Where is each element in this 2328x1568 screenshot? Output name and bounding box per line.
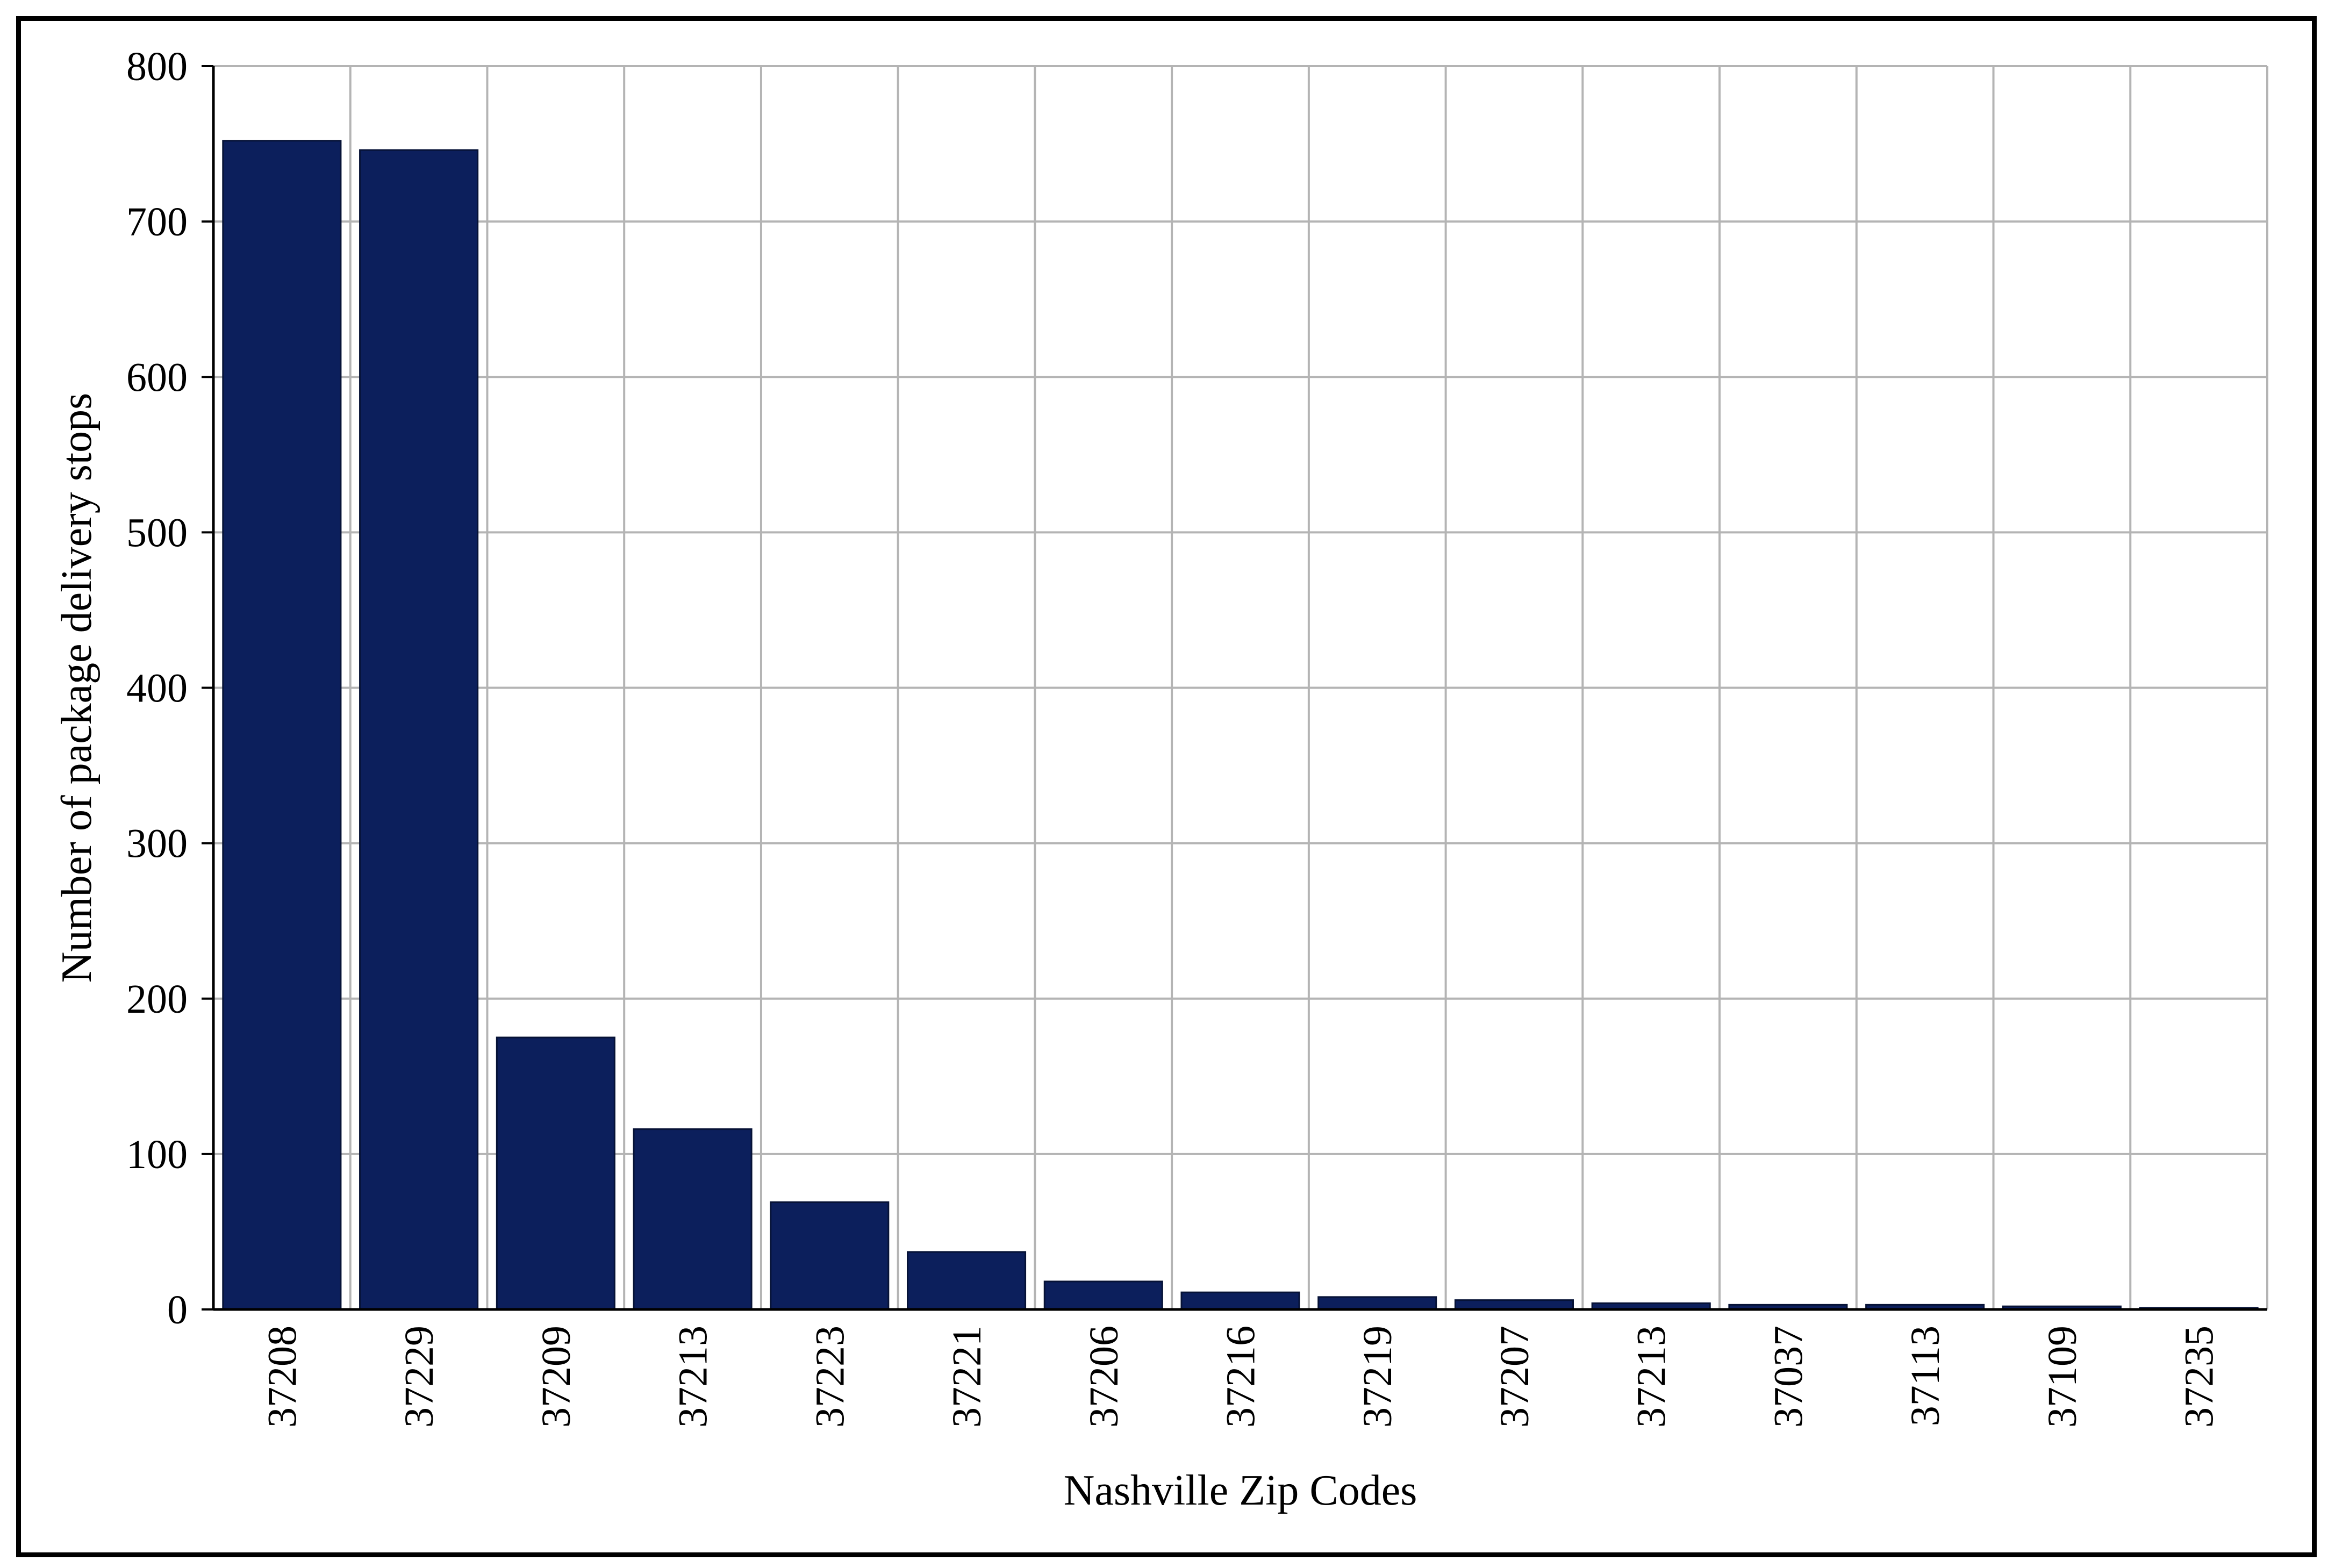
y-tick-label: 700 — [126, 199, 188, 245]
x-tick-labels: 37208 37229 37209 37213 37223 37221 37206 37216… — [260, 1326, 2222, 1428]
grid-lines — [212, 65, 2268, 1311]
y-axis-title: Number of package delivery stops — [53, 393, 101, 983]
x-tick-label: 37221 — [944, 1326, 990, 1428]
bars — [222, 140, 2259, 1311]
bar-37206 — [1043, 1280, 1163, 1311]
y-tick-label: 400 — [126, 666, 188, 711]
x-axis-title: Nashville Zip Codes — [1064, 1467, 1417, 1514]
x-tick-label: 37037 — [1766, 1326, 1811, 1428]
x-tick-label: 37213 — [671, 1326, 716, 1428]
bar-37207 — [1454, 1299, 1574, 1311]
x-tick-label: 37223 — [807, 1326, 853, 1428]
axes — [202, 65, 2267, 1311]
y-tick-label: 300 — [126, 821, 188, 867]
bar-37209 — [496, 1036, 615, 1311]
y-tick-labels: 0 100 200 300 400 500 600 700 800 — [126, 44, 188, 1333]
y-tick-label: 200 — [126, 977, 188, 1022]
chart-frame: 0 100 200 300 400 500 600 700 800 37208 37229 3720… — [16, 16, 2317, 1557]
x-tick-label: 37213 — [1629, 1326, 1674, 1428]
x-tick-label: 37209 — [534, 1326, 579, 1428]
bar-37216 — [1180, 1291, 1300, 1311]
y-tick-label: 800 — [126, 44, 188, 89]
x-tick-label: 37229 — [397, 1326, 442, 1428]
y-tick-label: 100 — [126, 1132, 188, 1177]
bar-37219 — [1317, 1296, 1437, 1311]
y-tick-label: 500 — [126, 510, 188, 555]
y-tick-label: 0 — [167, 1287, 188, 1333]
bar-37223 — [770, 1201, 890, 1311]
bar-37208 — [222, 140, 342, 1311]
x-tick-label: 37206 — [1081, 1326, 1127, 1428]
x-tick-label: 37113 — [1903, 1326, 1948, 1426]
x-tick-label: 37235 — [2177, 1326, 2222, 1428]
x-tick-label: 37208 — [260, 1326, 305, 1428]
y-tick-label: 600 — [126, 355, 188, 400]
x-tick-label: 37207 — [1492, 1326, 1537, 1428]
bar-37213 — [633, 1128, 753, 1311]
x-tick-label: 37219 — [1355, 1326, 1400, 1428]
bar-37229 — [359, 149, 479, 1311]
x-tick-label: 37109 — [2040, 1326, 2085, 1428]
bar-37221 — [906, 1251, 1027, 1311]
x-tick-label: 37216 — [1219, 1326, 1264, 1428]
